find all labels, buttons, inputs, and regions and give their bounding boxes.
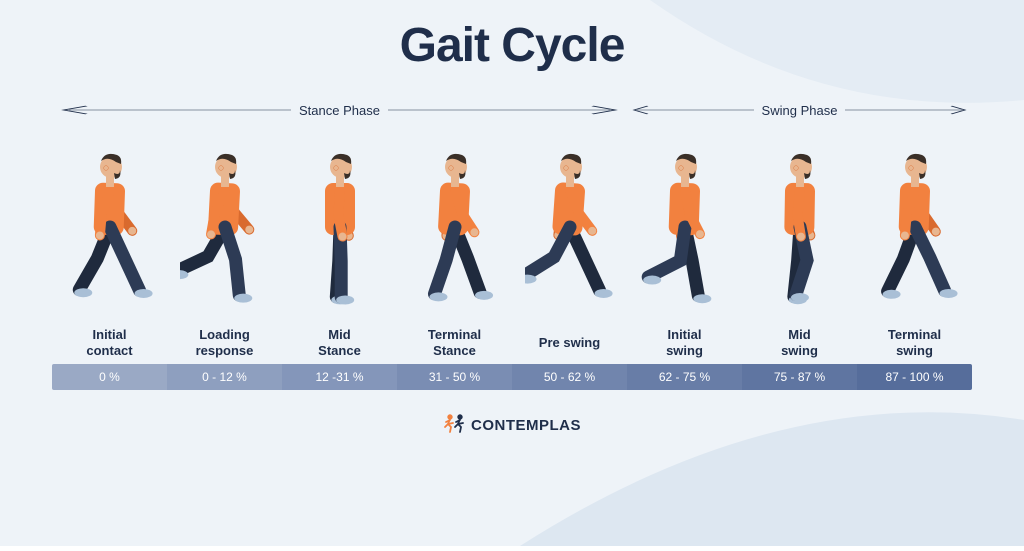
stage-cell: Terminalswing bbox=[857, 135, 972, 360]
percent-cell: 75 - 87 % bbox=[742, 364, 857, 390]
phase-segment: Stance Phase bbox=[52, 95, 627, 125]
percent-cell: 12 -31 % bbox=[282, 364, 397, 390]
walking-figure-icon bbox=[870, 135, 960, 320]
walking-figure-icon bbox=[65, 135, 155, 320]
figures-row: Initialcontact Loadingresponse MidStance Te… bbox=[52, 135, 972, 360]
stage-cell: Initialcontact bbox=[52, 135, 167, 360]
stage-cell: Loadingresponse bbox=[167, 135, 282, 360]
percent-cell: 62 - 75 % bbox=[627, 364, 742, 390]
percent-cell: 31 - 50 % bbox=[397, 364, 512, 390]
stage-cell: Pre swing bbox=[512, 135, 627, 360]
phase-segment: Swing Phase bbox=[627, 95, 972, 125]
stage-cell: Midswing bbox=[742, 135, 857, 360]
logo-text: CONTEMPLAS bbox=[471, 417, 581, 434]
stage-label: Pre swing bbox=[539, 326, 600, 360]
logo: CONTEMPLAS bbox=[443, 414, 581, 436]
walking-figure-icon bbox=[295, 135, 385, 320]
percent-cell: 87 - 100 % bbox=[857, 364, 972, 390]
phase-label: Stance Phase bbox=[291, 103, 388, 118]
stage-label: Terminalswing bbox=[888, 326, 941, 360]
stage-cell: Initialswing bbox=[627, 135, 742, 360]
stage-label: MidStance bbox=[318, 326, 361, 360]
stage-cell: MidStance bbox=[282, 135, 397, 360]
walking-figure-icon bbox=[525, 135, 615, 320]
walking-figure-icon bbox=[180, 135, 270, 320]
stage-label: Initialswing bbox=[666, 326, 703, 360]
phase-label: Swing Phase bbox=[754, 103, 846, 118]
page-title: Gait Cycle bbox=[400, 18, 625, 73]
stage-label: TerminalStance bbox=[428, 326, 481, 360]
percent-cell: 0 - 12 % bbox=[167, 364, 282, 390]
walking-figure-icon bbox=[755, 135, 845, 320]
walking-figure-icon bbox=[640, 135, 730, 320]
walking-figure-icon bbox=[410, 135, 500, 320]
logo-runners-icon bbox=[443, 414, 469, 436]
percent-cell: 0 % bbox=[52, 364, 167, 390]
stage-cell: TerminalStance bbox=[397, 135, 512, 360]
stage-label: Midswing bbox=[781, 326, 818, 360]
percent-cell: 50 - 62 % bbox=[512, 364, 627, 390]
stage-label: Loadingresponse bbox=[196, 326, 254, 360]
phase-arrows-row: Stance Phase Swing Phase bbox=[52, 95, 972, 125]
stage-label: Initialcontact bbox=[86, 326, 132, 360]
percent-bar: 0 %0 - 12 %12 -31 %31 - 50 %50 - 62 %62 … bbox=[52, 364, 972, 390]
